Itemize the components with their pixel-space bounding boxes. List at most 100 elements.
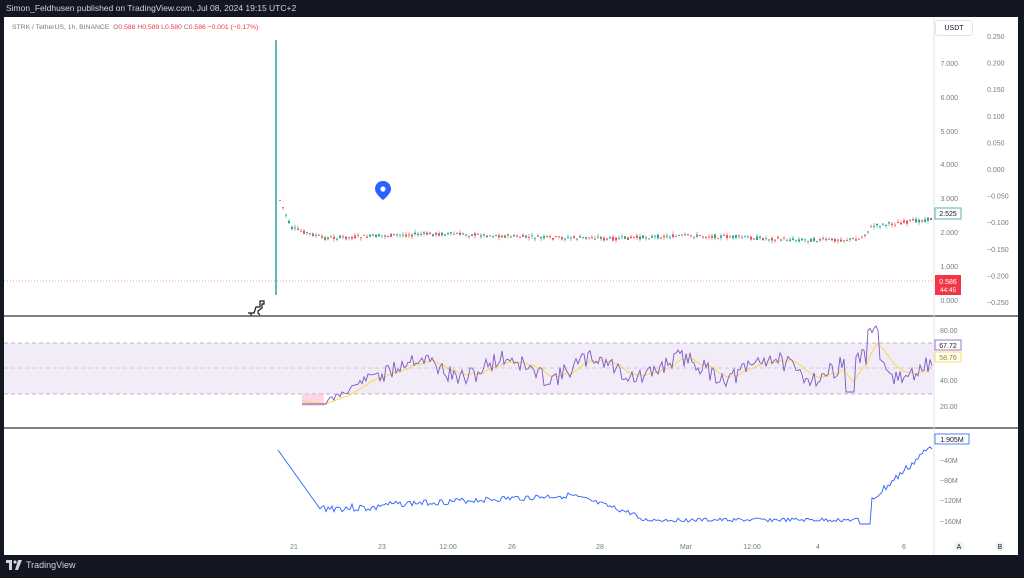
candle-body [582,236,584,238]
candle-body [858,238,860,240]
candle-body [429,232,431,235]
candle-body [459,232,461,236]
candle-body [681,234,683,236]
location-pin-icon[interactable] [375,181,391,200]
candle-body [498,235,500,238]
candle-body [771,237,773,241]
candle-body [636,235,638,238]
candle-body [564,238,566,240]
candle-body [294,227,296,229]
candle-body [906,220,908,224]
candle-body [663,235,665,238]
auto-scale-label: A [957,544,962,551]
candle-body [279,199,281,201]
candle-body [786,240,788,242]
candle-body [363,234,365,236]
candle-body [513,235,515,237]
candle-body [897,221,899,224]
candle-body [534,238,536,240]
candle-body [777,237,779,239]
candle-body [462,233,464,235]
candle-body [312,233,314,237]
price-tick-left: 3.000 [940,196,958,203]
open-value: 0.588 [118,24,136,31]
log-scale-button[interactable]: B [995,541,1005,551]
time-tick: 28 [596,544,604,551]
candle-body [900,222,902,225]
candle-body [804,239,806,241]
candle-body [759,236,761,238]
candle-body [468,236,470,237]
symbol-name: STRK / TetherUS, 1h, BINANCE [12,24,110,31]
candle-body [567,237,569,238]
candle-body [570,237,572,239]
time-axis[interactable]: 21 23 12:00 26 28 Mar 12:00 4 6 [290,544,906,551]
candle-body [330,236,332,238]
candle-body [819,239,821,241]
candle-body [402,234,404,236]
symbol-legend[interactable]: STRK / TetherUS, 1h, BINANCE O0.588 H0.5… [12,24,258,31]
candle-body [492,236,494,238]
last-value-badge: 2.525 [934,207,962,220]
obv-line [277,446,933,525]
candle-body [630,236,632,239]
candle-body [624,236,626,239]
price-axis-left[interactable]: 7.000 6.000 5.000 4.000 3.000 2.000 1.000 0.000 [940,61,958,305]
candle-body [501,235,503,238]
candle-body [846,240,848,242]
candle-body [288,220,290,224]
candle-body [477,233,479,235]
candle-body [381,235,383,237]
price-candles [275,40,932,295]
brand-label: TradingView [26,560,76,570]
published-header: Simon_Feldhusen published on TradingView… [0,0,1024,17]
candle-body [444,234,446,236]
obv-axis[interactable]: −40M −80M −120M −160M [940,458,962,526]
candle-body [351,237,353,239]
time-tick: 12:00 [743,544,761,551]
candle-body [336,239,338,240]
candle-body [876,223,878,226]
tradingview-logo-icon [6,560,22,570]
candle-body [879,226,881,228]
candle-body [417,233,419,235]
tradingview-logo[interactable]: TradingView [6,560,76,570]
candle-body [405,234,407,237]
candle-body [399,234,401,236]
candle-body [870,226,872,228]
price-axis-right[interactable]: 0.250 0.200 0.150 0.100 0.050 0.000 −0.050 −0.1… [987,34,1009,307]
candle-body [420,234,422,235]
candle-body [504,235,506,238]
candle-body [594,238,596,240]
candle-body [921,220,923,222]
time-tick: 6 [902,544,906,551]
candle-body [645,237,647,239]
price-tick-right: 0.250 [987,34,1005,41]
currency-button[interactable]: USDT [935,20,973,36]
countdown-text: 44:45 [940,287,957,294]
price-tick-left: 7.000 [940,61,958,68]
candle-body [516,235,518,237]
close-label: C [183,24,189,31]
rsi-tick: 80.00 [940,328,958,335]
candle-body [669,237,671,239]
low-value: 0.580 [164,24,182,31]
candle-body [723,234,725,236]
auto-scale-button[interactable]: A [954,541,964,551]
price-tick-right: 0.100 [987,114,1005,121]
candle-body [930,218,932,221]
price-tick-left: 5.000 [940,129,958,136]
current-price-text: 0.586 [939,279,957,286]
candle-body [639,236,641,240]
candle-body [714,234,716,239]
chart-frame[interactable] [4,17,1018,555]
candle-body [456,233,458,234]
candle-body [309,233,311,234]
candle-body [774,239,776,241]
candle-body [702,236,704,238]
dino-icon[interactable] [248,300,265,316]
candle-body [609,237,611,239]
candle-body [684,234,686,236]
price-tick-right: 0.000 [987,167,1005,174]
